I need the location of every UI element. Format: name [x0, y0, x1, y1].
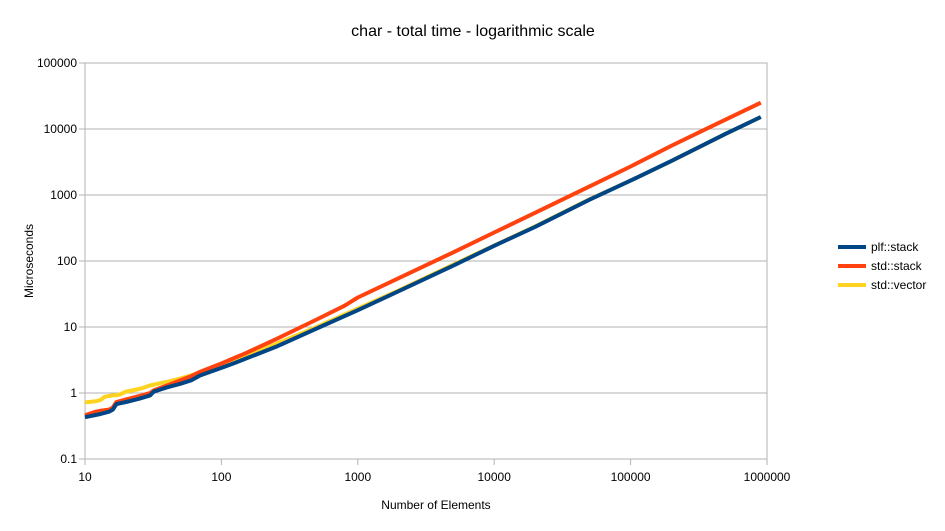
x-tick-label: 100000 — [611, 470, 651, 484]
legend-label: plf::stack — [871, 240, 919, 254]
series-line-std-stack — [84, 100, 762, 418]
y-tick-label: 10000 — [44, 122, 78, 136]
y-tick-label: 100 — [57, 254, 77, 268]
legend-label: std::vector — [871, 278, 926, 292]
y-tick-label: 1 — [70, 386, 77, 400]
y-tick-label: 0.1 — [60, 452, 77, 466]
x-tick-label: 10000 — [478, 470, 512, 484]
x-tick-label: 1000000 — [744, 470, 791, 484]
x-tick-label: 1000 — [344, 470, 371, 484]
x-tick-label: 100 — [211, 470, 231, 484]
x-tick-label: 10 — [78, 470, 92, 484]
series-line-plf-stack — [84, 115, 762, 420]
chart-title: char - total time - logarithmic scale — [351, 23, 595, 40]
y-axis-label: Microseconds — [22, 224, 36, 298]
x-axis-ticks: 10 100 1000 10000 100000 1000000 — [78, 459, 791, 484]
y-tick-label: 100000 — [37, 56, 77, 70]
legend-label: std::stack — [871, 259, 923, 273]
y-tick-label: 10 — [64, 320, 78, 334]
series-lines — [84, 100, 762, 420]
x-axis-label: Number of Elements — [381, 498, 490, 512]
series-line-std-vector — [84, 115, 762, 405]
y-tick-label: 1000 — [50, 188, 77, 202]
y-axis-ticks: 0.1 1 10 100 1000 10000 100000 — [37, 56, 85, 466]
gridlines — [85, 62, 767, 460]
